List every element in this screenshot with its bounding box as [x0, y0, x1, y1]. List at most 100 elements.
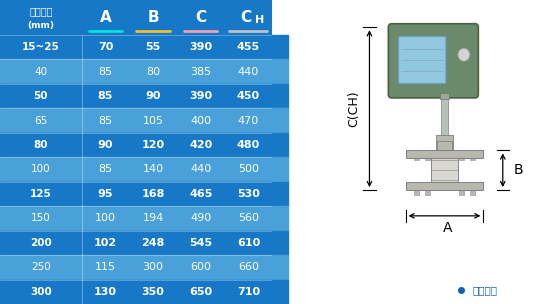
Bar [272, 108, 288, 133]
Text: A: A [443, 221, 452, 235]
Bar [272, 59, 288, 84]
Bar [272, 157, 288, 182]
Bar [0, 255, 272, 280]
Bar [272, 280, 288, 304]
Text: 545: 545 [189, 238, 212, 248]
Bar [0, 206, 272, 231]
Text: 85: 85 [98, 164, 113, 174]
Text: 490: 490 [190, 213, 211, 223]
Bar [0, 84, 272, 108]
Text: 465: 465 [189, 189, 212, 199]
Text: 250: 250 [31, 262, 51, 272]
Bar [414, 152, 419, 160]
Bar [459, 189, 464, 195]
Text: 200: 200 [30, 238, 52, 248]
Text: C(CH): C(CH) [348, 90, 361, 127]
Text: 390: 390 [189, 42, 212, 52]
Text: 440: 440 [190, 164, 211, 174]
Bar [405, 182, 483, 190]
Text: 140: 140 [142, 164, 164, 174]
Bar [437, 141, 452, 150]
Text: 300: 300 [142, 262, 164, 272]
Text: 194: 194 [142, 213, 164, 223]
Bar [272, 206, 288, 231]
Bar [0, 133, 272, 157]
Bar [0, 182, 272, 206]
Text: 105: 105 [142, 116, 164, 126]
Text: 168: 168 [141, 189, 165, 199]
Bar [272, 84, 288, 108]
Text: 470: 470 [238, 116, 259, 126]
Bar [0, 157, 272, 182]
Text: 102: 102 [94, 238, 117, 248]
Bar [0, 0, 272, 35]
Text: 480: 480 [237, 140, 260, 150]
Bar [414, 189, 419, 195]
Text: 530: 530 [237, 189, 260, 199]
FancyBboxPatch shape [399, 36, 446, 84]
Text: (mm): (mm) [28, 21, 54, 29]
Text: C: C [241, 10, 252, 25]
Bar [0, 108, 272, 133]
Text: 85: 85 [98, 67, 113, 77]
FancyBboxPatch shape [388, 24, 478, 98]
Bar [470, 152, 475, 160]
Bar [272, 182, 288, 206]
Bar [0, 35, 272, 59]
Text: 80: 80 [34, 140, 48, 150]
Text: 650: 650 [189, 287, 212, 297]
Bar [272, 255, 288, 280]
Text: 90: 90 [98, 140, 113, 150]
Text: 125: 125 [30, 189, 52, 199]
Bar [425, 189, 430, 195]
Text: B: B [147, 10, 159, 25]
Text: 15~25: 15~25 [22, 42, 60, 52]
Text: 390: 390 [189, 91, 212, 101]
Circle shape [458, 48, 470, 61]
Bar [431, 150, 458, 190]
Text: 350: 350 [142, 287, 164, 297]
Text: 400: 400 [190, 116, 211, 126]
Text: 420: 420 [189, 140, 212, 150]
Bar [0, 231, 272, 255]
Bar [470, 189, 475, 195]
Text: 450: 450 [237, 91, 260, 101]
Text: 660: 660 [238, 262, 259, 272]
Bar [272, 133, 288, 157]
Text: 50: 50 [34, 91, 48, 101]
Bar [425, 152, 430, 160]
Text: 248: 248 [141, 238, 165, 248]
Text: 610: 610 [237, 238, 260, 248]
Text: 100: 100 [95, 213, 116, 223]
Bar [405, 150, 483, 158]
Bar [0, 280, 272, 304]
Text: B: B [513, 163, 523, 177]
Text: 40: 40 [34, 67, 47, 77]
Text: 130: 130 [94, 287, 117, 297]
Text: 70: 70 [98, 42, 113, 52]
Bar [272, 231, 288, 255]
Bar [441, 94, 448, 135]
Text: 150: 150 [31, 213, 51, 223]
Text: H: H [255, 15, 264, 25]
Text: 85: 85 [98, 116, 113, 126]
Text: 385: 385 [190, 67, 211, 77]
Bar [272, 35, 288, 59]
Text: 560: 560 [238, 213, 259, 223]
Text: 100: 100 [31, 164, 51, 174]
Text: C: C [195, 10, 206, 25]
Text: 95: 95 [98, 189, 113, 199]
Text: 300: 300 [30, 287, 52, 297]
Text: 仪表口径: 仪表口径 [29, 6, 53, 16]
Text: 440: 440 [238, 67, 259, 77]
Text: 120: 120 [141, 140, 164, 150]
Bar [0, 59, 272, 84]
Text: 710: 710 [237, 287, 260, 297]
Text: A: A [100, 10, 111, 25]
Text: 80: 80 [146, 67, 160, 77]
Text: 55: 55 [146, 42, 161, 52]
Text: 85: 85 [98, 91, 113, 101]
Bar [459, 152, 464, 160]
Text: 65: 65 [34, 116, 47, 126]
Bar [436, 135, 453, 150]
